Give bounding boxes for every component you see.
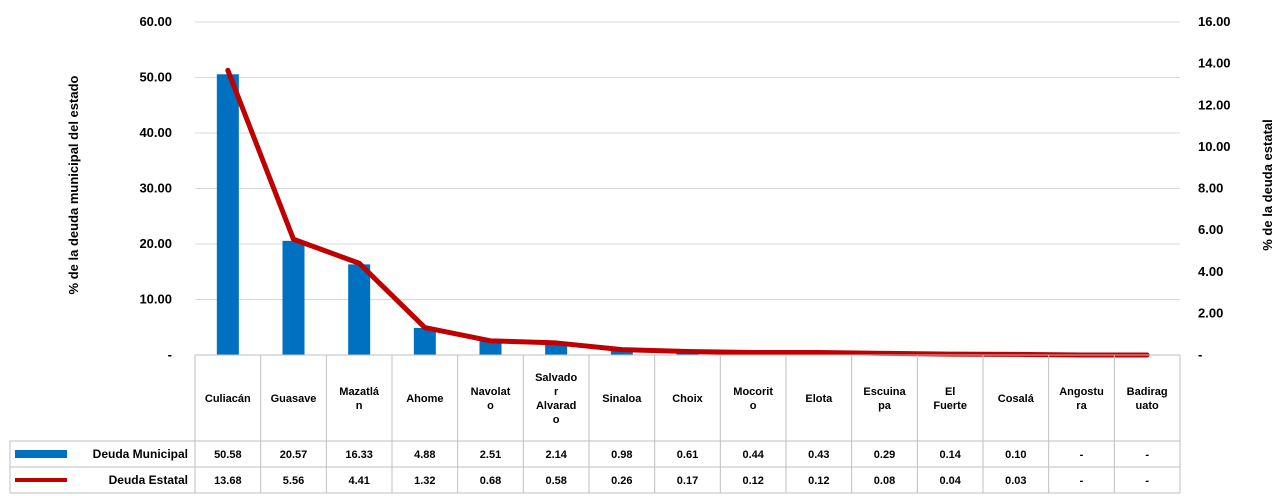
right-tick-label: 10.00: [1198, 139, 1231, 154]
table-cell: 0.43: [808, 449, 829, 461]
table-cell: -: [1080, 475, 1084, 487]
right-y-axis: - 2.00 4.00 6.00 8.00 10.00 12.00 14.00 16.00: [1198, 14, 1231, 362]
category-label: Culiacán: [205, 393, 251, 405]
line-path: [225, 67, 1150, 358]
category-label: Angostu ra: [1059, 386, 1104, 412]
category-label: Escuina pa: [863, 386, 906, 412]
right-tick-label: 14.00: [1198, 56, 1231, 71]
left-tick-label: -: [168, 347, 172, 362]
table-cell: 2.14: [545, 449, 567, 461]
table-cell: 0.14: [939, 449, 961, 461]
gridlines: [195, 21, 1180, 300]
table-cell: 0.17: [677, 475, 698, 487]
category-label: Mazatlá n: [339, 386, 380, 412]
left-tick-label: 10.00: [139, 292, 172, 307]
left-tick-label: 40.00: [139, 125, 172, 140]
data-table: Culiacán Guasave Mazatlá n Ahome Navolat o Salv…: [9, 354, 1181, 494]
table-cell: 0.12: [742, 475, 763, 487]
table-cell: 0.29: [874, 449, 895, 461]
table-cell: 2.51: [480, 449, 501, 461]
bar: [479, 341, 502, 355]
category-label: Navolat o: [471, 386, 511, 412]
left-tick-label: 30.00: [139, 181, 172, 196]
category-label: Badirag uato: [1127, 386, 1168, 412]
bar-series-deuda-municipal: [216, 74, 1027, 355]
table-cell: 0.08: [874, 475, 895, 487]
table-cell: 0.44: [742, 449, 764, 461]
table-cell: 0.98: [611, 449, 632, 461]
category-label: Cosalá: [998, 393, 1035, 405]
bar: [610, 349, 633, 355]
category-label: Mocorit o: [733, 386, 773, 412]
legend-key-bar: [15, 450, 67, 458]
bar: [348, 264, 371, 355]
right-tick-label: 16.00: [1198, 14, 1231, 29]
left-tick-label: 60.00: [139, 14, 172, 29]
table-cell: 4.88: [414, 449, 435, 461]
table-cell: -: [1145, 475, 1149, 487]
right-axis-title: % de la deuda estatal: [1260, 119, 1275, 251]
category-label: Choix: [672, 393, 703, 405]
right-tick-label: 4.00: [1198, 264, 1223, 279]
series-label: Deuda Municipal: [93, 447, 188, 461]
table-cell: 0.68: [480, 475, 501, 487]
right-tick-label: 2.00: [1198, 305, 1223, 320]
bar: [413, 327, 436, 355]
left-y-axis: - 10.00 20.00 30.00 40.00 50.00 60.00: [139, 14, 172, 362]
line-series-deuda-estatal: [225, 67, 1150, 358]
right-tick-label: -: [1198, 347, 1202, 362]
bar: [216, 74, 239, 355]
left-tick-label: 50.00: [139, 70, 172, 85]
series-label: Deuda Estatal: [109, 473, 188, 487]
table-cell: 20.57: [280, 449, 308, 461]
table-cell: 0.04: [939, 475, 961, 487]
bar: [545, 343, 568, 355]
table-cell: 16.33: [345, 449, 373, 461]
right-tick-label: 8.00: [1198, 181, 1223, 196]
table-cell: 0.61: [677, 449, 698, 461]
table-cell: -: [1145, 449, 1149, 461]
category-label: Elota: [805, 393, 833, 405]
table-cell: 50.58: [214, 449, 242, 461]
left-axis-title: % de la deuda municipal del estado: [66, 76, 81, 295]
left-tick-label: 20.00: [139, 236, 172, 251]
table-cell: -: [1080, 449, 1084, 461]
bar: [282, 240, 305, 355]
table-cell: 0.03: [1005, 475, 1026, 487]
table-cell: 13.68: [214, 475, 242, 487]
table-cell: 5.56: [283, 475, 304, 487]
category-label: Sinaloa: [602, 393, 642, 405]
category-label: Guasave: [271, 393, 317, 405]
table-cell: 0.58: [545, 475, 566, 487]
category-label: El Fuerte: [933, 386, 967, 412]
table-cell: 0.10: [1005, 449, 1026, 461]
table-cell: 0.26: [611, 475, 632, 487]
category-label: Ahome: [406, 393, 443, 405]
right-tick-label: 12.00: [1198, 97, 1231, 112]
right-tick-label: 6.00: [1198, 222, 1223, 237]
category-label: Salvado r Alvarad o: [535, 372, 577, 426]
table-cell: 0.12: [808, 475, 829, 487]
table-cell: 4.41: [348, 475, 369, 487]
table-cell: 1.32: [414, 475, 435, 487]
